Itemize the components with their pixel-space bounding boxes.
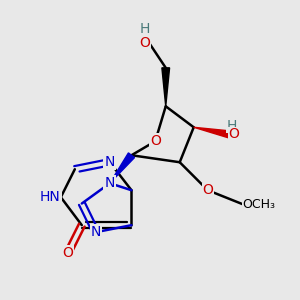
Text: N: N bbox=[91, 225, 101, 239]
Text: O: O bbox=[229, 127, 240, 141]
Text: H: H bbox=[140, 22, 150, 36]
Text: O: O bbox=[62, 246, 73, 260]
Text: O: O bbox=[139, 36, 150, 50]
Text: N: N bbox=[105, 176, 115, 190]
Polygon shape bbox=[110, 153, 134, 183]
Text: O: O bbox=[150, 134, 161, 148]
Text: OCH₃: OCH₃ bbox=[243, 198, 276, 211]
Text: N: N bbox=[105, 155, 115, 169]
Text: O: O bbox=[202, 183, 213, 197]
Text: H: H bbox=[227, 118, 237, 133]
Polygon shape bbox=[194, 127, 230, 138]
Text: HN: HN bbox=[40, 190, 61, 204]
Polygon shape bbox=[162, 68, 169, 106]
